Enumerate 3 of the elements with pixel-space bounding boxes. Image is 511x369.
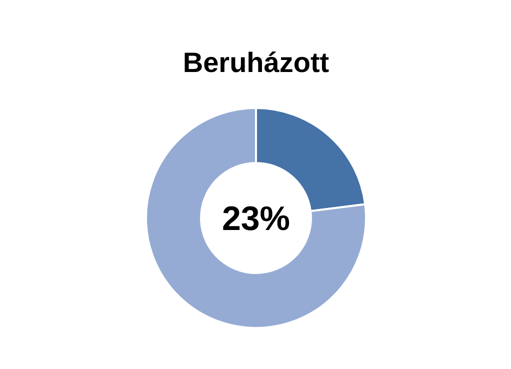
chart-title: Beruházott — [182, 47, 330, 78]
text: 23% — [222, 200, 290, 238]
donut-slice — [145, 107, 367, 329]
